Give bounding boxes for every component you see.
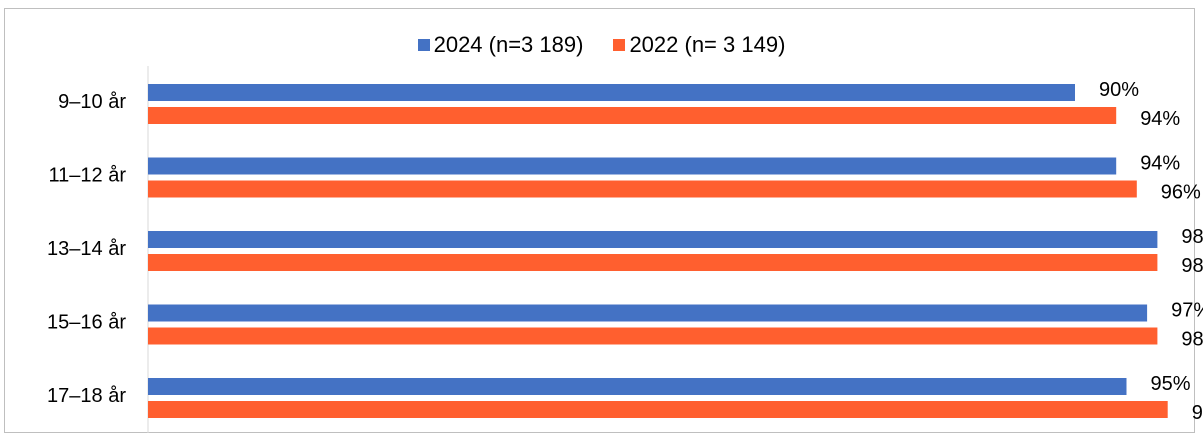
bar-2024 bbox=[148, 378, 1127, 395]
data-label: 99% bbox=[1192, 402, 1203, 424]
bar-2022 bbox=[148, 401, 1168, 418]
category-label: 13–14 år bbox=[47, 238, 126, 260]
legend-label-2024: 2024 (n=3 189) bbox=[433, 32, 584, 57]
data-label: 94% bbox=[1140, 153, 1180, 175]
data-label: 94% bbox=[1140, 108, 1180, 130]
bar-2024 bbox=[148, 157, 1117, 175]
category-label: 15–16 år bbox=[47, 312, 126, 334]
chart-frame bbox=[4, 8, 1195, 433]
bar-2024 bbox=[148, 231, 1158, 248]
data-label: 97% bbox=[1171, 300, 1203, 322]
data-label: 90% bbox=[1099, 79, 1139, 101]
legend-label-2022: 2022 (n= 3 149) bbox=[629, 32, 786, 57]
legend-swatch-2024 bbox=[417, 39, 430, 51]
bar-2022 bbox=[148, 180, 1137, 198]
category-label: 9–10 år bbox=[58, 91, 126, 113]
bar-2022 bbox=[148, 254, 1158, 271]
bar-2022 bbox=[148, 327, 1158, 345]
data-label: 98% bbox=[1181, 329, 1203, 351]
data-label: 96% bbox=[1161, 182, 1201, 204]
bar-2024 bbox=[148, 84, 1075, 101]
category-label: 17–18 år bbox=[47, 385, 126, 407]
legend-swatch-2022 bbox=[613, 39, 626, 51]
legend-item-2022: 2022 (n= 3 149) bbox=[613, 32, 785, 58]
bar-2022 bbox=[148, 107, 1117, 124]
data-label: 95% bbox=[1151, 373, 1191, 395]
data-label: 98% bbox=[1181, 255, 1203, 277]
bar-2024 bbox=[148, 304, 1148, 322]
legend-item-2024: 2024 (n=3 189) bbox=[417, 32, 584, 58]
data-label: 98% bbox=[1181, 226, 1203, 248]
legend: 2024 (n=3 189) 2022 (n= 3 149) bbox=[0, 32, 1203, 58]
category-label: 11–12 år bbox=[49, 165, 127, 187]
